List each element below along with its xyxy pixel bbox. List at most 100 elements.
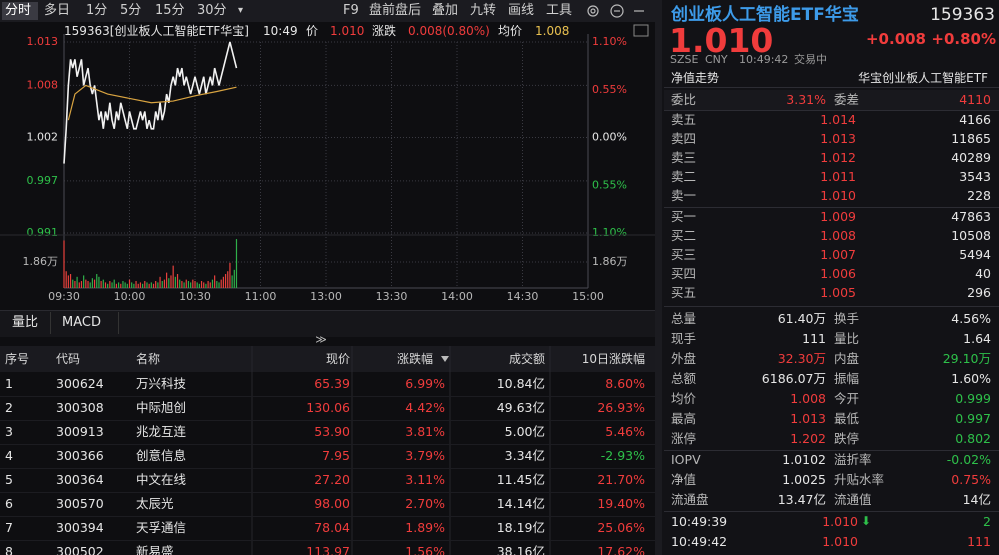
- price-line: [63, 41, 238, 164]
- x-tick-label: 09:30: [48, 290, 80, 303]
- toolbar-icons[interactable]: [587, 4, 644, 18]
- ratio-value: 3.31%: [786, 92, 826, 107]
- table-cell: 21.70%: [597, 472, 645, 487]
- toolbar-tab[interactable]: 分时: [5, 3, 32, 18]
- table-cell: -2.93%: [600, 448, 645, 463]
- table-cell: 300366: [56, 448, 104, 463]
- toolbar-tab[interactable]: 5分: [120, 3, 142, 18]
- column-header[interactable]: 名称: [136, 352, 161, 366]
- toolbar-tool[interactable]: 九转: [470, 3, 497, 18]
- volume-bar: [229, 262, 231, 288]
- bid-price: 1.005: [820, 285, 856, 300]
- toolbar-tool[interactable]: 叠加: [432, 3, 459, 18]
- toolbar-tab[interactable]: 多日: [44, 3, 71, 18]
- stat-value: 0.999: [955, 391, 991, 406]
- ask-price: 1.010: [820, 188, 856, 203]
- nav-label: 升贴水率: [834, 472, 885, 487]
- volume-bar: [179, 279, 181, 288]
- volume-bar: [72, 279, 74, 288]
- bid-label: 买三: [671, 247, 697, 262]
- x-tick-label: 14:30: [507, 290, 539, 303]
- divider: [664, 110, 999, 111]
- volume-bar: [192, 279, 194, 288]
- quote-meta: 10:49:42: [739, 53, 789, 66]
- table-cell: 25.06%: [597, 520, 645, 535]
- table-cell: 3.79%: [405, 448, 445, 463]
- volume-bar: [211, 279, 214, 288]
- toolbar-tool[interactable]: 盘前盘后: [369, 3, 422, 18]
- divider: [664, 306, 999, 307]
- volume-bar: [235, 239, 238, 288]
- sub-tab[interactable]: MACD: [62, 315, 101, 330]
- avg-label: 均价: [498, 24, 523, 38]
- toolbar-tool[interactable]: 工具: [546, 3, 573, 18]
- toolbar-tab[interactable]: 30分: [197, 3, 227, 18]
- y-tick-label: 0.997: [27, 174, 59, 187]
- stat-label: 均价: [671, 391, 697, 406]
- table-cell: 7.95: [322, 448, 350, 463]
- volume-bar: [65, 271, 67, 288]
- avg-line: [67, 84, 237, 121]
- toolbar-tab[interactable]: 1分: [86, 3, 108, 18]
- ratio-band: [664, 90, 999, 110]
- volume-bar: [128, 279, 131, 288]
- quote-change-pct: +0.80%: [931, 30, 996, 48]
- tab-dropdown[interactable]: ▾: [238, 5, 244, 16]
- toolbar-tab[interactable]: 15分: [155, 3, 185, 18]
- table-cell: 1.89%: [405, 520, 445, 535]
- y2-tick-label: 0.00%: [592, 131, 627, 144]
- table-row[interactable]: [0, 396, 655, 421]
- column-header[interactable]: 现价: [325, 352, 350, 366]
- volume-tick-label: 1.86万: [592, 255, 628, 268]
- volume-bar: [170, 275, 172, 288]
- table-cell: 8.60%: [605, 376, 645, 391]
- ask-label: 卖四: [671, 131, 697, 146]
- column-header[interactable]: 代码: [56, 352, 81, 366]
- volume-bar: [76, 276, 78, 288]
- bid-price: 1.009: [820, 209, 856, 224]
- stat-value: 1.202: [790, 431, 826, 446]
- toolbar-tool[interactable]: F9: [343, 3, 359, 18]
- volume-bar: [117, 282, 120, 288]
- volume-bar: [187, 281, 190, 288]
- volume-bar: [133, 283, 135, 288]
- volume-bar: [137, 283, 139, 288]
- stat-label: 内盘: [834, 351, 860, 366]
- splitter[interactable]: [655, 0, 662, 555]
- volume-bar: [198, 283, 200, 288]
- stat-value: 0.802: [955, 431, 991, 446]
- nav-label: IOPV: [671, 452, 701, 467]
- y2-tick-label: 1.10%: [592, 35, 627, 48]
- table-row[interactable]: [0, 516, 655, 541]
- column-header[interactable]: 10日涨跌幅: [581, 352, 645, 366]
- table-cell: 300308: [56, 400, 104, 415]
- collapse-arrow[interactable]: ≫: [315, 333, 327, 346]
- divider: [664, 207, 999, 208]
- volume-bar: [96, 274, 98, 288]
- wp-icon[interactable]: [633, 24, 649, 37]
- table-row[interactable]: [0, 444, 655, 469]
- volume-bar: [124, 282, 126, 288]
- volume-bar: [144, 281, 146, 288]
- volume-bar: [183, 282, 185, 288]
- volume-bar: [142, 283, 144, 288]
- change-label: 涨跌: [372, 24, 397, 38]
- sub-tab[interactable]: 量比: [12, 315, 39, 330]
- column-header[interactable]: 序号: [5, 352, 30, 366]
- table-row[interactable]: [0, 468, 655, 493]
- table-cell: 14.14亿: [496, 496, 545, 511]
- volume-bar: [152, 283, 155, 288]
- table-cell: 兆龙互连: [136, 424, 187, 439]
- volume-bar: [150, 282, 152, 288]
- toolbar: [0, 0, 655, 22]
- toolbar-tool[interactable]: 画线: [508, 3, 535, 18]
- panel-tab[interactable]: 净值走势: [671, 71, 720, 85]
- column-header[interactable]: 涨跌幅: [396, 352, 433, 366]
- table-row[interactable]: [0, 372, 655, 397]
- table-row[interactable]: [0, 492, 655, 517]
- table-cell: 2.70%: [405, 496, 445, 511]
- table-row[interactable]: [0, 420, 655, 445]
- table-cell: 18.19亿: [496, 520, 545, 535]
- table-cell: 300364: [56, 472, 104, 487]
- column-header[interactable]: 成交额: [508, 352, 545, 366]
